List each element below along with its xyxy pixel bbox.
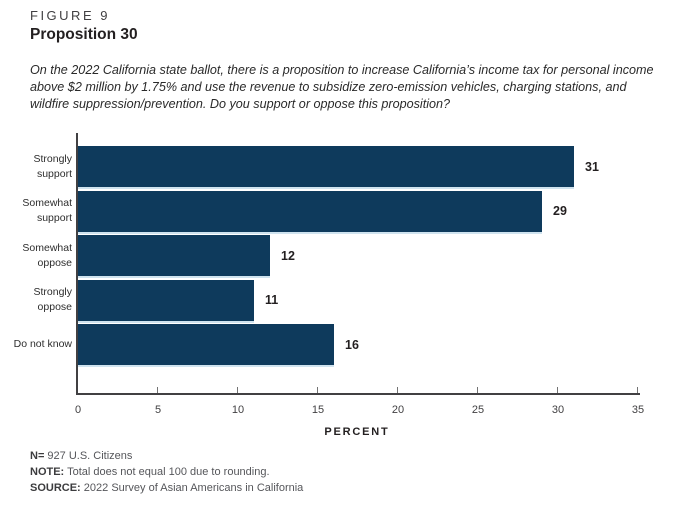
footnote-note: NOTE: Total does not equal 100 due to ro… <box>30 464 303 480</box>
bar-somewhat-oppose <box>78 235 270 278</box>
survey-question: On the 2022 California state ballot, the… <box>30 63 654 111</box>
category-label-somewhat-support: Somewhat support <box>22 197 72 224</box>
x-tick-label-30: 30 <box>551 404 565 416</box>
figure-label: FIGURE 9 <box>30 8 110 23</box>
category-label-somewhat-oppose: Somewhat oppose <box>22 241 72 269</box>
chart-title: Proposition 30 <box>30 26 138 43</box>
footnote-note-label: NOTE: <box>30 466 65 478</box>
category-label-do-not-know: Do not know <box>13 338 72 350</box>
bar-strongly-support <box>78 146 574 189</box>
footnote-source-label: SOURCE: <box>30 482 81 494</box>
x-tick-mark-20 <box>397 387 398 393</box>
x-tick-mark-5 <box>157 387 158 393</box>
x-tick-label-20: 20 <box>391 404 405 416</box>
x-tick-label-15: 15 <box>311 404 325 416</box>
bar-strongly-oppose <box>78 279 254 323</box>
plot-area: 31 29 12 11 16 <box>76 133 640 395</box>
bar-value-somewhat-support: 29 <box>553 204 567 218</box>
category-label-strongly-oppose: Strongly oppose <box>33 286 72 313</box>
x-tick-mark-30 <box>557 387 558 393</box>
x-tick-label-10: 10 <box>231 404 245 416</box>
bar-value-do-not-know: 16 <box>345 337 359 352</box>
x-axis-title: PERCENT <box>324 426 390 438</box>
x-tick-label-5: 5 <box>154 404 162 416</box>
footnote-source: SOURCE: 2022 Survey of Asian Americans i… <box>30 480 303 496</box>
bar-value-somewhat-oppose: 12 <box>281 248 295 263</box>
x-tick-label-25: 25 <box>471 404 485 416</box>
x-tick-label-0: 0 <box>74 404 82 416</box>
footnote-n-text: 927 U.S. Citizens <box>44 450 133 462</box>
category-label-strongly-support: Strongly support <box>33 152 72 180</box>
footnote-n: N= 927 U.S. Citizens <box>30 448 303 464</box>
x-tick-mark-15 <box>317 387 318 393</box>
x-tick-label-35: 35 <box>631 404 645 416</box>
footnote-n-label: N= <box>30 450 45 462</box>
bar-do-not-know <box>78 324 334 367</box>
bar-value-strongly-oppose: 11 <box>265 293 279 307</box>
x-tick-mark-10 <box>237 387 238 393</box>
x-tick-mark-35 <box>637 387 638 393</box>
bar-value-strongly-support: 31 <box>585 159 599 174</box>
x-tick-mark-25 <box>477 387 478 393</box>
chart-footnotes: N= 927 U.S. Citizens NOTE: Total does no… <box>30 448 303 496</box>
bar-somewhat-support <box>78 190 542 234</box>
footnote-source-text: 2022 Survey of Asian Americans in Califo… <box>80 482 304 494</box>
footnote-note-text: Total does not equal 100 due to rounding… <box>64 466 270 478</box>
